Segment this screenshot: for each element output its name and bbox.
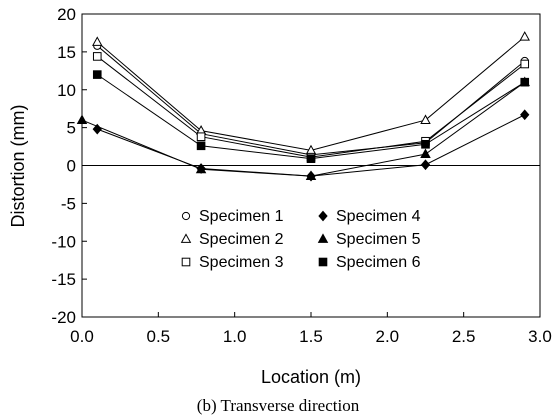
legend-entry: Specimen 4: [318, 208, 421, 225]
x-tick-label: 2.0: [376, 327, 400, 346]
x-tick-label: 3.0: [528, 327, 552, 346]
legend-label: Specimen 2: [199, 231, 284, 248]
y-tick-label: 20: [57, 5, 76, 24]
series-line: [96, 36, 526, 151]
legend-label: Specimen 6: [336, 254, 421, 271]
legend-entry: Specimen 2: [180, 231, 284, 248]
figure-caption: (b) Transverse direction: [196, 396, 360, 415]
legend-label: Specimen 4: [336, 208, 421, 225]
line-chart: 0.0 0.5 1.0 1.5 2.0 2.5 3.0 20 15 10 5 0 -5 -10 -15 -20…: [8, 5, 552, 387]
data-point: [195, 163, 207, 174]
data-point: [92, 52, 102, 61]
y-tick-label: -5: [61, 194, 76, 213]
legend-marker: [318, 210, 328, 222]
data-point: [421, 139, 430, 149]
legend-label: Specimen 1: [199, 208, 284, 225]
data-point: [92, 36, 103, 46]
y-axis-title: Distortion (mm): [8, 104, 28, 227]
x-tick-label: 1.5: [299, 327, 323, 346]
legend-entry: Specimen 5: [317, 231, 421, 248]
legend-marker: [181, 211, 191, 221]
x-axis-title: Location (m): [261, 367, 361, 387]
series-line: [96, 45, 526, 156]
series-1: [93, 41, 529, 159]
y-tick-label: -20: [51, 308, 76, 327]
y-tick-label: -15: [51, 270, 76, 289]
data-point: [196, 141, 206, 151]
legend-label: Specimen 3: [199, 254, 284, 271]
data-point: [519, 31, 530, 41]
data-point: [92, 70, 102, 79]
y-tick-label: 5: [67, 119, 76, 138]
x-tick-label: 1.0: [223, 327, 247, 346]
x-tick-label: 2.5: [452, 327, 476, 346]
y-tick-label: 15: [57, 43, 76, 62]
legend-entry: Specimen 3: [181, 254, 284, 271]
y-tick-label: 0: [67, 157, 76, 176]
data-point: [305, 170, 317, 181]
data-point: [420, 159, 431, 171]
data-point: [76, 114, 88, 124]
data-point: [420, 114, 431, 124]
legend-marker: [318, 257, 328, 267]
series-2: [92, 31, 530, 155]
x-tick-label: 0.0: [70, 327, 94, 346]
legend-label: Specimen 5: [336, 231, 421, 248]
data-point: [420, 148, 431, 159]
x-tick-label: 0.5: [147, 327, 171, 346]
legend-marker: [181, 257, 191, 267]
data-point: [520, 109, 530, 121]
data-point: [520, 59, 530, 69]
series-line: [96, 56, 526, 158]
legend-entry: Specimen 1: [181, 208, 284, 225]
series-6: [92, 70, 530, 163]
data-point: [520, 77, 530, 87]
legend-marker: [317, 233, 329, 243]
y-tick-label: 10: [57, 81, 76, 100]
data-point: [196, 132, 206, 142]
legend-marker: [180, 233, 192, 243]
data-point: [306, 154, 316, 163]
legend-entry: Specimen 6: [318, 254, 421, 271]
series-5: [76, 76, 530, 181]
y-tick-label: -10: [51, 232, 76, 251]
